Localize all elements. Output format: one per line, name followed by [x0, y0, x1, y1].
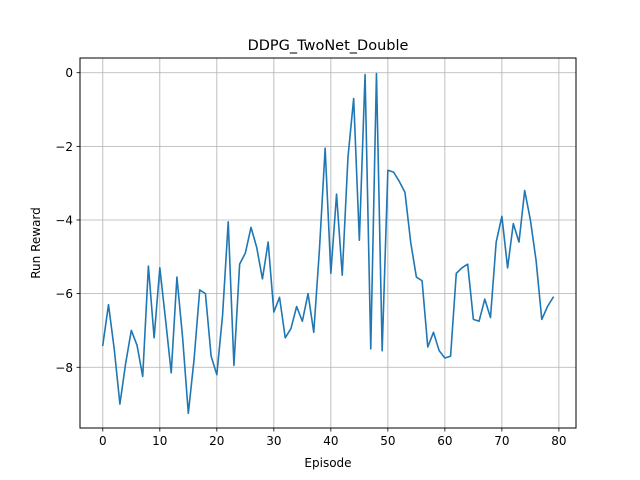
axis-ticks: 0 10 20 30 40 50 60 70 80 0 −2 −4 −6 −8	[55, 66, 566, 448]
x-axis-label: Episode	[304, 456, 351, 470]
x-tick-label: 60	[437, 434, 452, 448]
y-axis-label: Run Reward	[29, 207, 43, 279]
y-tick-label: −4	[55, 213, 73, 227]
y-tick-label: −8	[55, 361, 73, 375]
x-tick-label: 0	[99, 434, 107, 448]
x-tick-label: 20	[209, 434, 224, 448]
series-layer	[101, 72, 555, 415]
y-tick-label: 0	[65, 66, 73, 80]
y-tick-label: −2	[55, 140, 73, 154]
series-line	[101, 72, 555, 415]
y-tick-label: −6	[55, 287, 73, 301]
chart-title: DDPG_TwoNet_Double	[248, 38, 409, 54]
x-tick-label: 50	[380, 434, 395, 448]
x-tick-label: 30	[266, 434, 281, 448]
x-tick-label: 80	[551, 434, 566, 448]
x-tick-label: 10	[152, 434, 167, 448]
plot-frame	[79, 57, 577, 429]
x-tick-label: 70	[494, 434, 509, 448]
x-tick-label: 40	[323, 434, 338, 448]
plot-area	[80, 58, 576, 428]
